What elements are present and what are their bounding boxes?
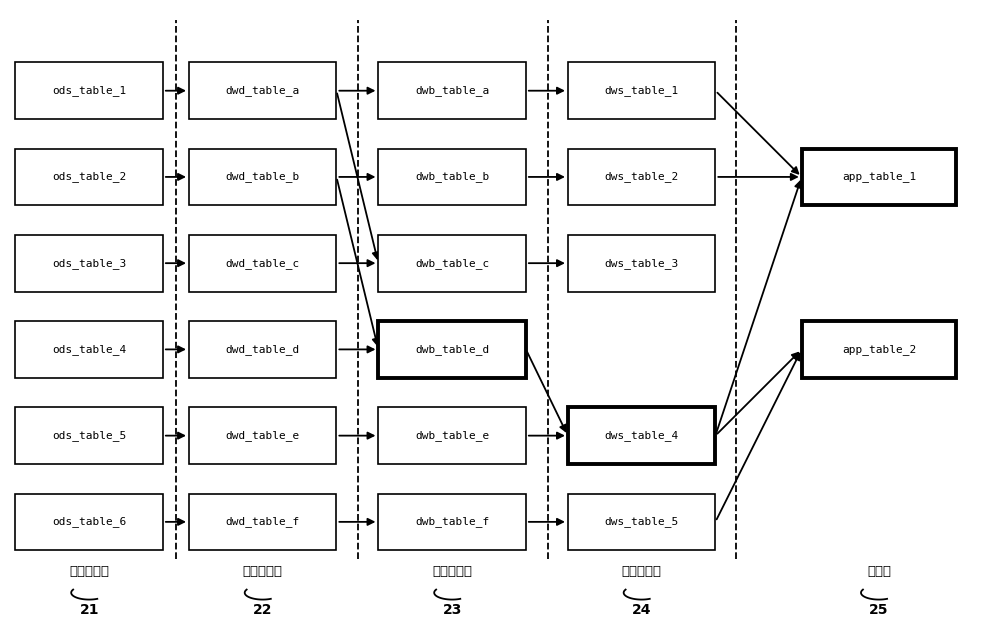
FancyBboxPatch shape bbox=[568, 494, 715, 550]
Text: dwb_table_b: dwb_table_b bbox=[415, 172, 489, 182]
Text: ods_table_1: ods_table_1 bbox=[52, 85, 126, 96]
Text: dws_table_1: dws_table_1 bbox=[604, 85, 679, 96]
Text: dwb_table_f: dwb_table_f bbox=[415, 516, 489, 528]
Text: dws_table_3: dws_table_3 bbox=[604, 258, 679, 268]
Text: dwb_table_e: dwb_table_e bbox=[415, 430, 489, 441]
Text: ods_table_4: ods_table_4 bbox=[52, 344, 126, 355]
Text: 23: 23 bbox=[442, 603, 462, 617]
Text: 应用层: 应用层 bbox=[867, 565, 891, 578]
Text: dws_table_2: dws_table_2 bbox=[604, 172, 679, 182]
FancyBboxPatch shape bbox=[568, 235, 715, 291]
Text: ods_table_6: ods_table_6 bbox=[52, 516, 126, 528]
FancyBboxPatch shape bbox=[568, 149, 715, 205]
FancyBboxPatch shape bbox=[15, 149, 163, 205]
FancyBboxPatch shape bbox=[378, 235, 526, 291]
Text: 数据细节层: 数据细节层 bbox=[243, 565, 283, 578]
Text: 22: 22 bbox=[253, 603, 272, 617]
FancyBboxPatch shape bbox=[189, 63, 336, 119]
Text: dwd_table_b: dwd_table_b bbox=[226, 172, 300, 182]
Text: 25: 25 bbox=[869, 603, 889, 617]
Text: dwb_table_a: dwb_table_a bbox=[415, 85, 489, 96]
FancyBboxPatch shape bbox=[568, 407, 715, 464]
Text: dwd_table_f: dwd_table_f bbox=[226, 516, 300, 528]
Text: dws_table_4: dws_table_4 bbox=[604, 430, 679, 441]
FancyBboxPatch shape bbox=[378, 494, 526, 550]
Text: dwd_table_a: dwd_table_a bbox=[226, 85, 300, 96]
Text: dwb_table_d: dwb_table_d bbox=[415, 344, 489, 355]
FancyBboxPatch shape bbox=[378, 407, 526, 464]
FancyBboxPatch shape bbox=[189, 149, 336, 205]
Text: dwd_table_e: dwd_table_e bbox=[226, 430, 300, 441]
Text: app_table_2: app_table_2 bbox=[842, 344, 916, 355]
FancyBboxPatch shape bbox=[568, 63, 715, 119]
FancyBboxPatch shape bbox=[15, 321, 163, 378]
Text: 数据服务层: 数据服务层 bbox=[622, 565, 662, 578]
Text: ods_table_3: ods_table_3 bbox=[52, 258, 126, 268]
Text: 21: 21 bbox=[79, 603, 99, 617]
Text: app_table_1: app_table_1 bbox=[842, 172, 916, 182]
FancyBboxPatch shape bbox=[189, 321, 336, 378]
FancyBboxPatch shape bbox=[378, 149, 526, 205]
FancyBboxPatch shape bbox=[802, 321, 956, 378]
FancyBboxPatch shape bbox=[15, 494, 163, 550]
FancyBboxPatch shape bbox=[378, 321, 526, 378]
Text: 数据运营层: 数据运营层 bbox=[69, 565, 109, 578]
FancyBboxPatch shape bbox=[189, 407, 336, 464]
FancyBboxPatch shape bbox=[15, 407, 163, 464]
Text: dws_table_5: dws_table_5 bbox=[604, 516, 679, 528]
Text: 数据中间层: 数据中间层 bbox=[432, 565, 472, 578]
FancyBboxPatch shape bbox=[189, 235, 336, 291]
FancyBboxPatch shape bbox=[15, 63, 163, 119]
Text: dwd_table_d: dwd_table_d bbox=[226, 344, 300, 355]
FancyBboxPatch shape bbox=[802, 149, 956, 205]
FancyBboxPatch shape bbox=[15, 235, 163, 291]
FancyBboxPatch shape bbox=[378, 63, 526, 119]
Text: ods_table_5: ods_table_5 bbox=[52, 430, 126, 441]
Text: dwb_table_c: dwb_table_c bbox=[415, 258, 489, 268]
Text: 24: 24 bbox=[632, 603, 651, 617]
FancyBboxPatch shape bbox=[189, 494, 336, 550]
Text: dwd_table_c: dwd_table_c bbox=[226, 258, 300, 268]
Text: ods_table_2: ods_table_2 bbox=[52, 172, 126, 182]
